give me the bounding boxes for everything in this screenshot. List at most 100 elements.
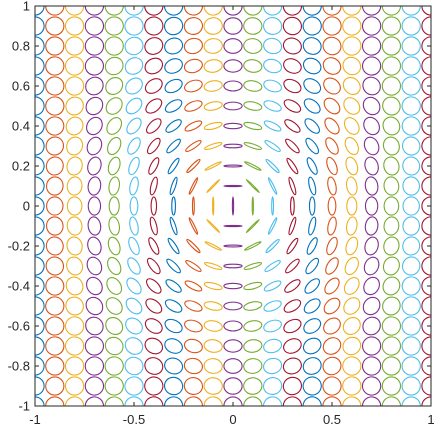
polarization-glyph — [183, 377, 204, 395]
polarization-glyph — [124, 16, 144, 36]
polarization-glyph — [66, 216, 83, 236]
polarization-glyph — [104, 56, 124, 76]
polarization-glyph — [342, 317, 361, 335]
polarization-glyph — [326, 236, 338, 256]
polarization-glyph — [203, 358, 223, 374]
y-tick-label: 0.8 — [12, 39, 30, 54]
polarization-glyph — [306, 157, 318, 175]
polarization-glyph — [84, 336, 105, 356]
polarization-glyph — [129, 176, 139, 196]
polarization-glyph — [35, 356, 45, 376]
polarization-glyph — [149, 216, 158, 236]
polarization-glyph — [421, 16, 431, 36]
polarization-glyph — [126, 117, 142, 135]
polarization-glyph — [402, 236, 421, 256]
polarization-glyph — [323, 77, 341, 95]
polarization-glyph — [304, 118, 320, 134]
polarization-glyph — [363, 256, 380, 276]
polarization-glyph — [35, 376, 45, 396]
polarization-glyph — [163, 396, 184, 406]
polarization-glyph — [364, 176, 379, 196]
polarization-glyph — [381, 316, 402, 336]
polarization-glyph — [124, 376, 144, 396]
polarization-glyph — [188, 217, 199, 235]
polarization-glyph — [186, 238, 201, 254]
polarization-glyph — [283, 338, 302, 354]
polarization-glyph — [345, 156, 359, 176]
polarization-glyph — [223, 80, 243, 92]
polarization-glyph — [125, 317, 143, 335]
polarization-glyph — [86, 276, 103, 296]
polarization-glyph — [144, 57, 164, 75]
polarization-glyph — [185, 140, 202, 152]
polarization-glyph — [265, 158, 280, 174]
polarization-glyph — [303, 318, 322, 334]
polarization-glyph — [169, 176, 178, 196]
polarization-glyph — [35, 276, 45, 296]
y-tick-label: 0.6 — [12, 79, 30, 94]
polarization-glyph — [84, 56, 105, 76]
polarization-glyph — [35, 6, 45, 16]
polarization-glyph — [327, 176, 337, 196]
polarization-glyph — [243, 17, 263, 35]
x-tick-label: -1 — [29, 412, 41, 427]
polarization-glyph — [383, 196, 400, 216]
polarization-glyph — [108, 196, 120, 216]
polarization-glyph — [145, 98, 163, 114]
polarization-glyph — [45, 316, 65, 336]
polarization-glyph — [245, 178, 260, 194]
polarization-glyph — [346, 176, 358, 196]
polarization-glyph — [223, 101, 243, 111]
polarization-glyph — [243, 281, 263, 291]
polarization-glyph — [421, 336, 431, 356]
polarization-glyph — [84, 36, 105, 56]
polarization-glyph — [262, 396, 283, 406]
polarization-glyph — [322, 57, 342, 75]
polarization-glyph — [363, 276, 380, 296]
polarization-glyph — [304, 278, 320, 294]
polarization-glyph — [283, 299, 302, 313]
polarization-glyph — [203, 101, 223, 111]
polarization-glyph — [203, 301, 223, 311]
polarization-glyph — [308, 216, 317, 236]
polarization-glyph — [87, 236, 102, 256]
polarization-glyph — [262, 17, 283, 35]
polarization-glyph — [302, 6, 322, 16]
polarization-glyph — [45, 56, 65, 76]
polarization-glyph — [421, 136, 431, 156]
polarization-glyph — [264, 260, 281, 272]
polarization-glyph — [271, 196, 275, 216]
polarization-glyph — [85, 96, 104, 116]
polarization-glyph — [104, 336, 124, 356]
polarization-glyph — [45, 276, 65, 296]
polarization-glyph — [401, 256, 421, 276]
polarization-glyph — [107, 156, 121, 176]
polarization-glyph — [288, 176, 297, 196]
polarization-glyph — [149, 176, 158, 196]
polarization-glyph — [107, 236, 121, 256]
polarization-glyph — [104, 6, 124, 16]
polarization-glyph — [35, 296, 45, 316]
polarization-glyph — [282, 16, 303, 36]
polarization-glyph — [184, 319, 203, 333]
polarization-glyph — [64, 356, 85, 376]
polarization-glyph — [381, 6, 402, 16]
polarization-glyph — [282, 376, 303, 396]
polarization-glyph — [223, 164, 243, 168]
polarization-glyph — [302, 357, 322, 375]
polarization-glyph — [35, 116, 45, 136]
polarization-glyph — [203, 262, 223, 270]
polarization-glyph — [421, 236, 431, 256]
x-axis: -1 -0.5 0 0.5 1 — [29, 6, 435, 427]
polarization-glyph — [263, 280, 282, 292]
polarization-glyph — [144, 318, 163, 334]
polarization-glyph — [223, 143, 243, 149]
polarization-glyph — [382, 96, 401, 116]
polarization-glyph — [65, 116, 84, 136]
polarization-glyph — [164, 37, 184, 55]
polarization-glyph — [283, 58, 302, 74]
polarization-glyph — [35, 36, 45, 56]
polarization-glyph — [362, 76, 381, 96]
polarization-glyph — [223, 263, 243, 269]
polarization-glyph — [243, 101, 263, 111]
